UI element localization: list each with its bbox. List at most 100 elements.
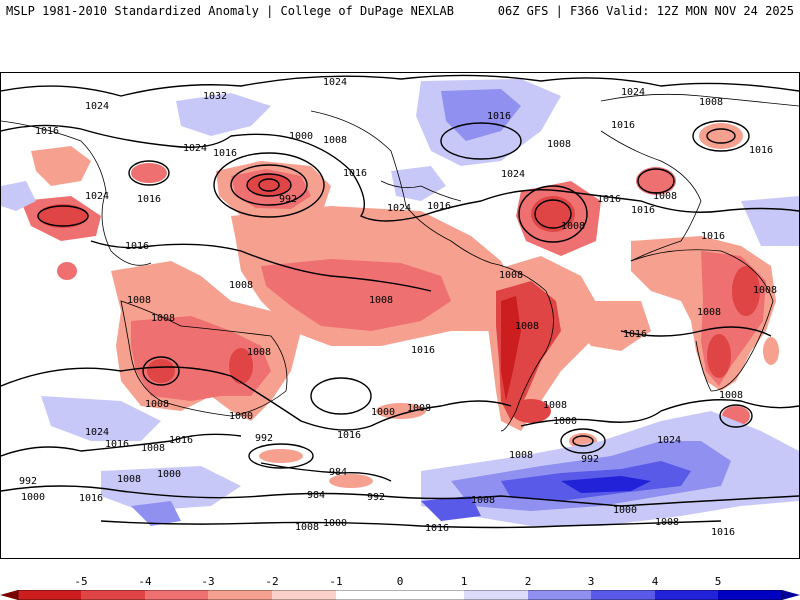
isobar-label: 1008 [515,321,539,332]
isobar-label: 992 [581,454,599,465]
isobar-label: 1024 [85,191,109,202]
isobar-label: 1008 [655,517,679,528]
isobar-label: 1008 [699,97,723,108]
isobar-label: 1008 [229,280,253,291]
isobar-label: 1008 [753,285,777,296]
isobar-contours [1,74,799,529]
isobar-label: 1016 [35,126,59,137]
isobar-label: 1008 [117,474,141,485]
isobar-label: 1024 [621,87,645,98]
colorbar-left-arrow [0,590,18,600]
colorbar-tick-label: 0 [396,575,404,588]
isobar-label: 1016 [611,120,635,131]
isobar-label: 1016 [487,111,511,122]
isobar-label: 1016 [137,194,161,205]
isobar-label: 1008 [407,403,431,414]
model-run-info: 06Z GFS | F366 Valid: 12Z MON NOV 24 202… [497,4,794,18]
colorbar-segment [718,590,782,600]
isobar-label: 992 [19,476,37,487]
map-title: MSLP 1981-2010 Standardized Anomaly | Co… [6,4,454,18]
isobar-label: 1008 [499,270,523,281]
isobar-label: 1008 [471,495,495,506]
isobar-label: 1000 [323,518,347,529]
isobar-label: 1000 [553,416,577,427]
colorbar-tick-label: -5 [74,575,88,588]
contour-labels: 1024 1024 1024 1024 1024 1024 1024 1024 … [19,77,777,538]
colorbar-tick-label: -1 [329,575,343,588]
anomaly-map: 1024 1024 1024 1024 1024 1024 1024 1024 … [0,72,800,559]
colorbar-segment [145,590,208,600]
isobar-label: 1008 [653,191,677,202]
colorbar-segment [208,590,272,600]
colorbar-tick-label: -3 [201,575,215,588]
isobar-label: 1016 [631,205,655,216]
colorbar-tick-label: 2 [524,575,532,588]
isobar-label: 1016 [411,345,435,356]
colorbar-segment [464,590,528,600]
isobar-label: 992 [279,194,297,205]
isobar-label: 1016 [711,527,735,538]
isobar-label: 1016 [105,439,129,450]
isobar-label: 1008 [295,522,319,533]
colorbar-segment [528,590,591,600]
isobar-label: 1024 [387,203,411,214]
isobar-label: 1008 [547,139,571,150]
isobar-label: 992 [367,492,385,503]
isobar-label: 1024 [323,77,347,88]
isobar-label: 1024 [501,169,525,180]
isobar-label: 1024 [85,427,109,438]
colorbar-tick-label: 4 [651,575,659,588]
isobar-label: 1000 [289,131,313,142]
isobar-label: 1008 [141,443,165,454]
isobar-label: 1000 [613,505,637,516]
colorbar-segment [655,590,718,600]
isobar-label: 1008 [145,399,169,410]
isobar-label: 1016 [749,145,773,156]
isobar-label: 992 [255,433,273,444]
colorbar-tick-label: -2 [265,575,279,588]
colorbar-tick-label: -4 [138,575,152,588]
isobar-label: 1008 [323,135,347,146]
isobar-label: 1008 [697,307,721,318]
isobar-label: 1016 [343,168,367,179]
anomaly-colorbar [0,590,800,600]
isobar-label: 1016 [79,493,103,504]
isobar-label: 1000 [229,411,253,422]
isobar-label: 1016 [337,430,361,441]
isobar-label: 1016 [213,148,237,159]
isobar-label: 1000 [371,407,395,418]
isobar-label: 1016 [623,329,647,340]
isobar-label: 1032 [203,91,227,102]
isobar-label: 1016 [597,194,621,205]
colorbar-tick-label: 1 [460,575,468,588]
colorbar-segment [81,590,145,600]
isobar-label: 1008 [543,400,567,411]
isobar-label: 1008 [509,450,533,461]
isobar-label: 984 [307,490,325,501]
isobar-label: 1008 [561,221,585,232]
colorbar-right-arrow [782,590,800,600]
isobar-label: 1000 [157,469,181,480]
isobar-label: 1008 [247,347,271,358]
isobar-label: 1008 [151,313,175,324]
isobar-label: 1016 [425,523,449,534]
isobar-label: 1024 [183,143,207,154]
colorbar-segment [272,590,336,600]
isobar-label: 1024 [85,101,109,112]
isobar-label: 1024 [657,435,681,446]
colorbar-segment [591,590,655,600]
isobar-label: 1008 [127,295,151,306]
isobar-label: 1008 [369,295,393,306]
isobar-label: 1016 [125,241,149,252]
isobar-label: 1016 [169,435,193,446]
negative-anomaly-shading [21,123,779,488]
isobar-label: 1000 [21,492,45,503]
map-svg: 1024 1024 1024 1024 1024 1024 1024 1024 … [1,74,799,538]
isobar-label: 984 [329,467,347,478]
colorbar-segment [336,590,464,600]
colorbar-tick-label: 3 [587,575,595,588]
colorbar-segment [18,590,81,600]
isobar-label: 1016 [427,201,451,212]
colorbar-tick-label: 5 [714,575,722,588]
coastlines [1,93,799,432]
